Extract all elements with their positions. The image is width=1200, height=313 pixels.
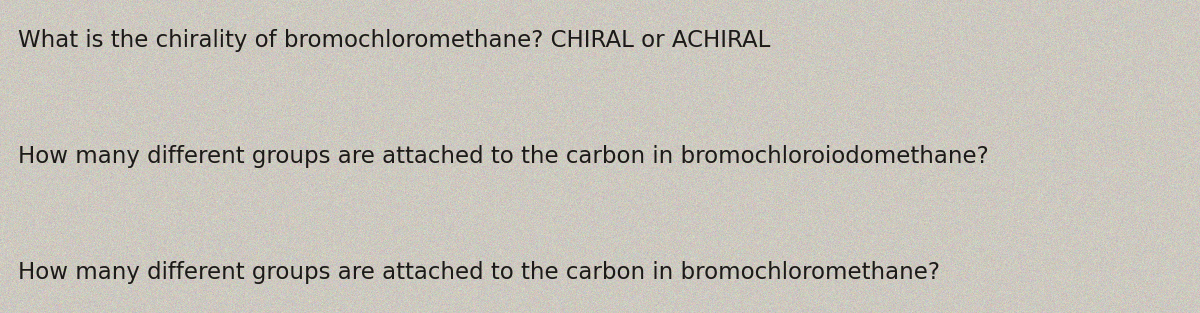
Text: How many different groups are attached to the carbon in bromochloromethane?: How many different groups are attached t… xyxy=(18,261,940,284)
Text: What is the chirality of bromochloromethane? CHIRAL or ACHIRAL: What is the chirality of bromochlorometh… xyxy=(18,29,770,52)
Text: How many different groups are attached to the carbon in bromochloroiodomethane?: How many different groups are attached t… xyxy=(18,145,989,168)
